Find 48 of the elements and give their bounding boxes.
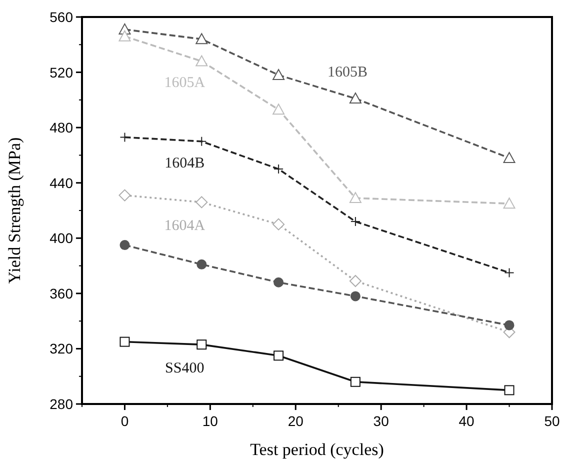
point [272,218,285,230]
point [349,192,362,204]
series-label: 1605B [327,64,368,81]
y-tick-label: 480 [50,120,74,136]
point [350,376,360,387]
point [272,104,285,115]
point [274,164,284,174]
point [196,196,208,208]
point [504,320,514,330]
point [272,69,285,80]
point [120,132,130,142]
series-label: 1604A [164,218,206,234]
point [196,340,207,350]
y-tick-label: 280 [50,396,74,412]
y-tick-label: 440 [50,174,74,191]
series-label: 1604B [164,155,205,172]
y-tick-label: 520 [50,64,74,80]
series-label: SS400 [165,360,204,377]
point [118,30,131,42]
point [196,259,207,270]
point [504,385,514,396]
x-tick-label: 0 [120,413,129,429]
y-tick-label: 560 [50,9,74,25]
x-axis-title: Test period (cycles) [250,440,384,459]
y-tick-label: 320 [50,340,74,357]
point [349,92,362,104]
x-tick-label: 20 [288,413,304,429]
x-tick-label: 10 [202,413,218,429]
y-tick-label: 400 [50,230,74,246]
point [350,291,360,302]
point [274,277,284,288]
point [196,33,208,44]
point [274,350,284,361]
point [504,268,514,278]
x-tick-label: 40 [458,413,475,429]
point [350,216,360,227]
series-label: 1605A [164,75,206,92]
y-tick-label: 360 [50,285,74,302]
x-tick-label: 50 [544,413,560,429]
point [503,198,516,209]
point [349,274,362,287]
point [503,152,516,163]
point [120,336,130,347]
y-axis-title: Yield Strength (MPa) [5,137,24,284]
point [118,189,131,202]
x-tick-label: 30 [373,413,390,429]
point [196,55,208,66]
point [120,240,130,250]
